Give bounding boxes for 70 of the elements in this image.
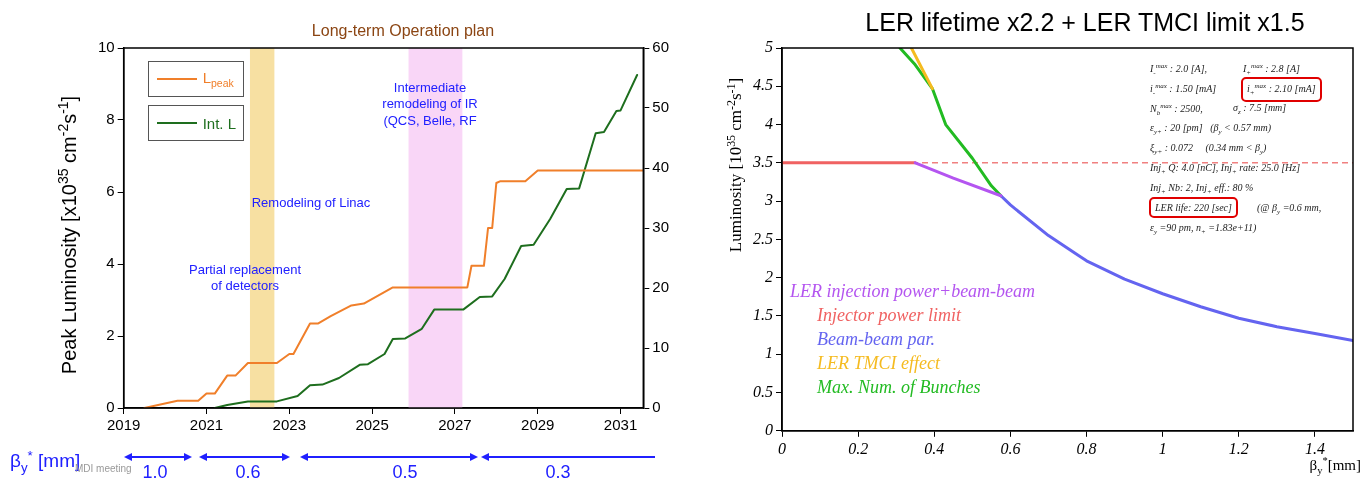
annotation: σ$_{z}$ : 7.5 [mm] [1233, 102, 1287, 117]
rounded-outline: LER life: 220 [sec] [1149, 197, 1238, 218]
annotation: Partial replacement of detectors [189, 262, 301, 295]
x-axis-title: β$_{y}$$^{*}$[mm] [1309, 455, 1361, 476]
x-tick-label: 2029 [521, 416, 555, 434]
y2-tick-label: 10 [652, 338, 669, 356]
y-tick-label: 2 [765, 267, 773, 285]
y2-tick-label: 20 [652, 278, 669, 296]
text: 0.3 [545, 461, 571, 483]
y-tick-label: 5 [765, 38, 773, 56]
y-tick-label: 6 [106, 182, 115, 200]
y-tick-label: 4.5 [753, 76, 773, 94]
y-tick-label: 1 [765, 344, 773, 362]
chart-title: Long-term Operation plan [311, 22, 495, 40]
rounded-outline: i$_{+}$$^{max}$ : 2.10 [mA] [1241, 77, 1322, 103]
annotation: (@ β$_{y}$ =0.6 mm, [1257, 202, 1322, 217]
y-tick-label: 1.5 [753, 306, 773, 324]
y2-tick-label: 30 [652, 218, 669, 236]
y-tick-label: 10 [98, 38, 115, 56]
annotation: ε$_{y+}$ : 20 [pm] (β$_{y}$ < 0.57 mm) [1150, 122, 1272, 137]
y2-tick-label: 60 [652, 38, 669, 56]
x-tick-label: 0.2 [848, 439, 869, 457]
x-tick-label: 2023 [272, 416, 306, 434]
annotation: i$_{-}$$^{max}$ : 1.50 [mA] [1150, 82, 1217, 99]
y-tick-label: 4 [106, 254, 115, 272]
text: LER TMCI effect [817, 352, 940, 374]
y-tick-label: 3 [764, 191, 773, 209]
text: Injector power limit [817, 304, 961, 326]
y2-tick-label: 50 [652, 98, 669, 116]
text: 0.6 [235, 461, 261, 483]
x-tick-label: 2025 [355, 416, 389, 434]
x-tick-label: 2027 [438, 416, 472, 434]
x-tick-label: 0 [778, 439, 786, 457]
x-tick-label: 1.4 [1304, 439, 1325, 457]
annotation: Intermediate remodeling of IR (QCS, Belle, RF [382, 80, 478, 129]
y-tick-label: 4 [765, 114, 773, 132]
annotation: ξ$_{y+}$ : 0.072 (0.34 mm < β$_{y}$) [1150, 142, 1267, 157]
y-tick-label: 3.5 [752, 153, 773, 171]
legend-label: L$_{peak}$ [202, 69, 234, 89]
legend-label: Int. L [202, 114, 237, 132]
text: Beam-beam par. [817, 328, 935, 350]
y-tick-label: 0 [106, 398, 115, 416]
x-tick-label: 0.4 [924, 439, 945, 457]
y-tick-label: 2 [106, 326, 115, 344]
x-tick-label: 2021 [189, 416, 224, 434]
y2-tick-label: 0 [652, 398, 661, 416]
text: Max. Num. of Bunches [817, 376, 981, 398]
annotation: i$_{+}$$^{max}$ : 2.10 [mA] [1247, 82, 1316, 98]
x-tick-label: 1.2 [1228, 439, 1249, 457]
x-tick-label: 0.8 [1076, 439, 1097, 457]
annotation: ε$_{y}$ =90 pm, n$_{+}$ =1.83e+11) [1150, 222, 1257, 237]
text: 0.5 [392, 461, 418, 483]
y-tick-label: 0.5 [753, 382, 773, 400]
annotation: Inj$_{+}$ Q: 4.0 [nC], Inj$_{+}$ rate: 25.0 [Hz] [1150, 162, 1301, 177]
chart-title: LER lifetime x2.2 + LER TMCI limit x1.5 [865, 8, 1305, 37]
annotation: N$_{b}$$^{max}$ : 2500, [1150, 102, 1203, 119]
x-tick-label: 2019 [107, 416, 141, 434]
annotation: I$_{-}$$^{max}$ : 2.0 [A], [1150, 62, 1208, 79]
annotation: Remodeling of Linac [251, 195, 371, 212]
text: 1.0 [142, 461, 168, 483]
annotation: I$_{+}$$^{max}$ : 2.8 [A] [1243, 62, 1300, 79]
annotation: Inj$_{+}$ Nb: 2, Inj$_{+}$ eff.: 80 % [1150, 182, 1254, 197]
y-tick-label: 8 [106, 110, 115, 128]
x-tick-label: 1 [1158, 439, 1167, 457]
y-tick-label: 2.5 [753, 229, 773, 247]
annotation: LER life: 220 [sec] [1155, 202, 1232, 213]
y2-tick-label: 40 [652, 158, 669, 176]
x-tick-label: 0.6 [1000, 439, 1021, 457]
text: LER injection power+beam-beam [790, 280, 1036, 302]
x-tick-label: 2031 [603, 416, 638, 434]
